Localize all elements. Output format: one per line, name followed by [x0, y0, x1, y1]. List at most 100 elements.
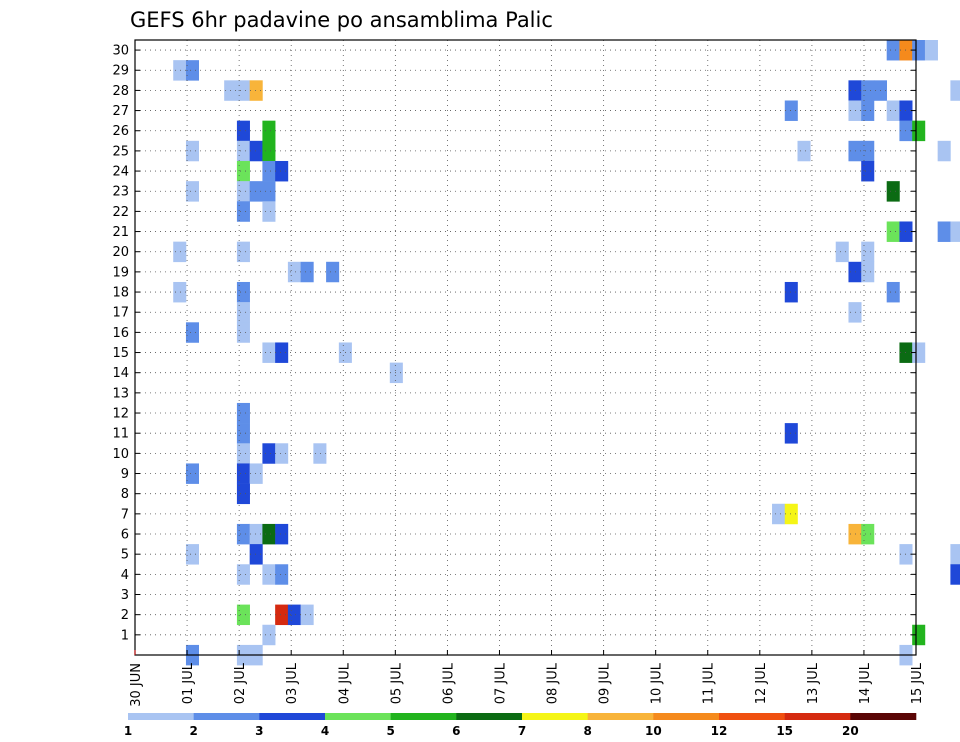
y-tick-label: 7 [121, 507, 129, 522]
x-tick-label: 02 JUL [233, 662, 248, 704]
y-tick-label: 5 [121, 548, 129, 563]
heatmap-cell [772, 503, 786, 525]
y-tick-label: 12 [112, 407, 129, 422]
colorbar-segment [390, 713, 457, 720]
heatmap-cell [861, 261, 875, 283]
heatmap-cell [185, 60, 199, 81]
y-tick-label: 20 [112, 245, 129, 260]
colorbar-segment [456, 713, 523, 720]
x-tick-label: 10 JUL [650, 662, 665, 704]
heatmap-cell [848, 523, 862, 545]
heatmap-cell [950, 544, 960, 565]
heatmap-cell [236, 80, 250, 101]
heatmap-cell [326, 261, 340, 283]
heatmap-cell [262, 523, 276, 545]
heatmap-cell [185, 181, 199, 202]
colorbar-segment [587, 713, 654, 720]
x-tick-label: 07 JUL [493, 662, 508, 704]
heatmap-cell [262, 342, 276, 363]
heatmap-cell [236, 120, 250, 142]
heatmap-cell [861, 100, 875, 121]
heatmap-cell [185, 140, 199, 162]
y-tick-label: 28 [112, 84, 129, 99]
y-tick-label: 4 [121, 568, 129, 583]
heatmap-cell [173, 241, 187, 263]
heatmap-cell [236, 564, 250, 585]
dotted-grid [135, 40, 916, 655]
y-tick-label: 8 [121, 487, 129, 502]
x-tick-label: 01 JUL [181, 662, 196, 704]
heatmap-cell [886, 40, 900, 61]
heatmap-cell [249, 523, 263, 545]
heatmap-cell [848, 140, 862, 162]
x-axis: 30 JUN 01 JUL 02 JUL 03 JUL 04 JUL 05 JUL 06 J… [129, 650, 925, 707]
colorbar: 1 2 3 4 5 6 7 8 10 12 15 20 [124, 713, 917, 738]
colorbar-segment [522, 713, 588, 720]
heatmap-cell [848, 261, 862, 283]
y-tick-label: 16 [112, 326, 129, 341]
y-tick-label: 14 [112, 366, 129, 381]
heatmap-cell [262, 201, 276, 222]
colorbar-label: 20 [842, 724, 859, 738]
y-tick-label: 19 [112, 265, 129, 280]
colorbar-segment [784, 713, 851, 720]
heatmap-cell [886, 281, 900, 303]
y-tick-label: 27 [112, 104, 129, 119]
x-tick-label: 30 JUN [129, 663, 144, 707]
heatmap-cell [275, 604, 289, 626]
heatmap-cell [784, 503, 798, 525]
heatmap-cell [236, 402, 250, 424]
heatmap-cell [835, 241, 849, 263]
heatmap-cell [275, 523, 289, 545]
y-tick-label: 17 [112, 306, 129, 321]
heatmap-cell [275, 443, 289, 464]
heatmap-cell [236, 241, 250, 263]
heatmap-cell [861, 160, 875, 182]
colorbar-label: 1 [124, 724, 132, 738]
y-tick-label: 22 [112, 205, 129, 220]
y-tick-label: 2 [121, 608, 129, 623]
heatmap-cell [848, 80, 862, 101]
heatmap-cell [262, 624, 276, 646]
heatmap-cell [275, 564, 289, 585]
y-tick-label: 18 [112, 286, 129, 301]
heatmap-cells [173, 40, 960, 666]
heatmap-cell [950, 564, 960, 585]
heatmap-cell [249, 181, 263, 202]
x-tick-label: 03 JUL [285, 662, 300, 704]
heatmap-cell [185, 544, 199, 565]
y-tick-label: 13 [112, 386, 129, 401]
heatmap-cell [262, 181, 276, 202]
x-tick-label: 09 JUL [598, 662, 613, 704]
y-tick-label: 21 [112, 225, 129, 240]
heatmap-cell [861, 80, 875, 101]
heatmap-cell [262, 564, 276, 585]
heatmap-cell [937, 140, 951, 162]
colorbar-label: 7 [518, 724, 526, 738]
colorbar-label: 4 [321, 724, 329, 738]
x-tick-label: 05 JUL [389, 662, 404, 704]
y-axis: 1234567891011121314151617181920212223242… [112, 44, 916, 643]
heatmap-cell [173, 60, 187, 81]
colorbar-label: 2 [189, 724, 197, 738]
heatmap-cell [886, 100, 900, 121]
colorbar-segment [653, 713, 720, 720]
colorbar-label: 8 [583, 724, 591, 738]
colorbar-label: 3 [255, 724, 263, 738]
heatmap-cell [185, 463, 199, 484]
heatmap-cell [287, 604, 301, 626]
heatmap-cell [236, 201, 250, 222]
x-tick-label: 04 JUL [337, 662, 352, 704]
x-tick-label: 11 JUL [702, 662, 717, 704]
heatmap-cell [861, 523, 875, 545]
heatmap-cell [950, 221, 960, 242]
heatmap-cell [262, 160, 276, 182]
heatmap-cell [236, 604, 250, 626]
heatmap-cell [249, 463, 263, 484]
heatmap-cell [262, 140, 276, 162]
heatmap-cell [236, 322, 250, 343]
heatmap-cell [249, 140, 263, 162]
heatmap-cell [300, 604, 314, 626]
y-tick-label: 10 [112, 447, 129, 462]
